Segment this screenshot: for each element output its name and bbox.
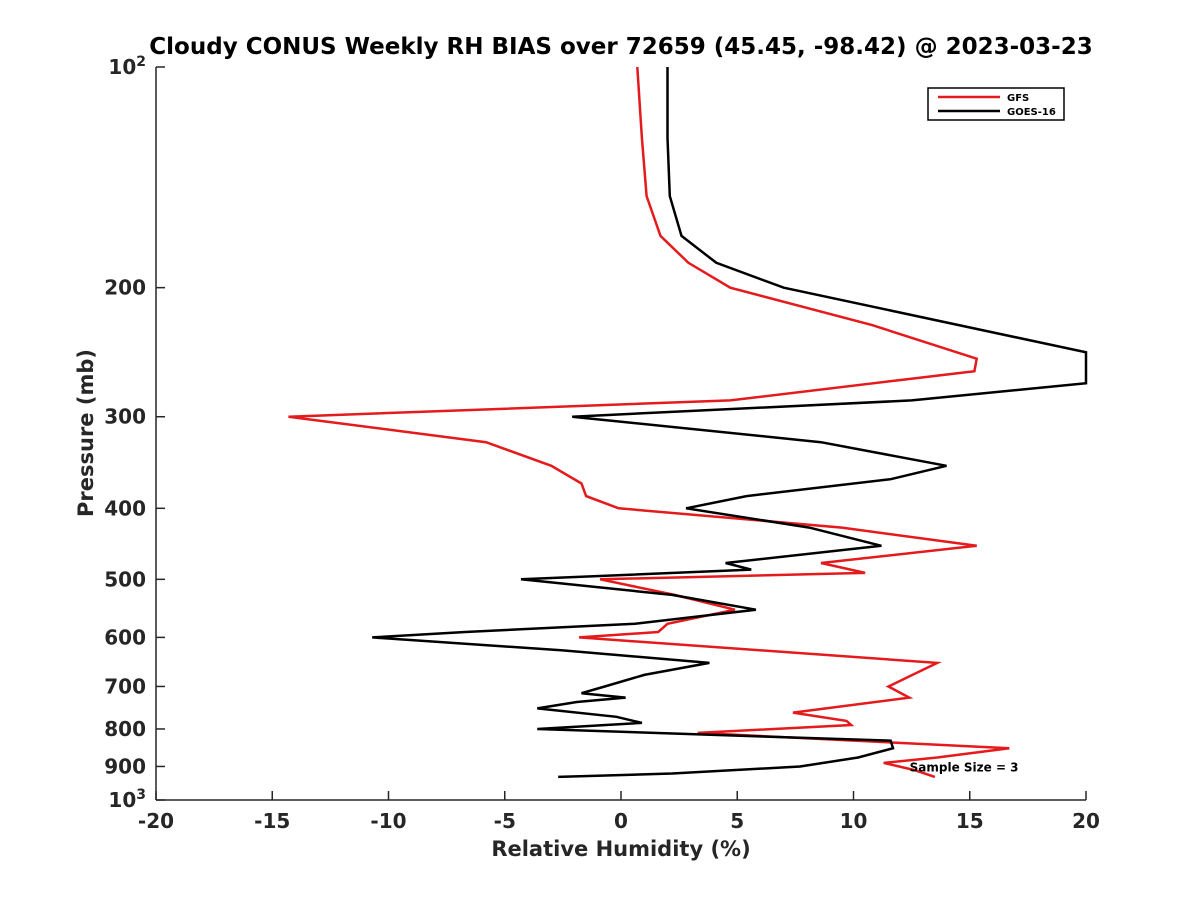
x-tick-label: 15 xyxy=(956,809,984,833)
series-line-goes-16 xyxy=(372,67,1088,779)
legend-label-gfs: GFS xyxy=(1007,93,1029,104)
legend: GFS GOES-16 xyxy=(927,87,1065,121)
y-tick-label: 300 xyxy=(104,405,146,429)
chart-title: Cloudy CONUS Weekly RH BIAS over 72659 (… xyxy=(149,34,1092,60)
x-tick-label: -15 xyxy=(254,809,290,833)
y-tick-label: 400 xyxy=(104,496,146,520)
x-tick-label: 20 xyxy=(1072,809,1100,833)
x-tick-label: 10 xyxy=(840,809,868,833)
x-tick-label: 5 xyxy=(730,809,744,833)
x-ticks: -20 -15 -10 -5 0 5 10 15 20 xyxy=(138,791,1100,833)
series-layer xyxy=(288,66,1088,779)
legend-label-goes-16: GOES-16 xyxy=(1007,107,1056,118)
y-tick-label: 103 xyxy=(108,787,146,812)
sample-size-annotation: Sample Size = 3 xyxy=(910,760,1019,774)
y-tick-label: 600 xyxy=(104,625,146,649)
y-tick-label: 500 xyxy=(104,567,146,591)
x-tick-label: -10 xyxy=(370,809,406,833)
plot-area xyxy=(156,67,1086,800)
series-line-gfs xyxy=(288,66,1010,779)
y-axis-title: Pressure (mb) xyxy=(74,349,98,517)
y-tick-label: 700 xyxy=(104,674,146,698)
y-tick-label: 900 xyxy=(104,754,146,778)
x-tick-label: -5 xyxy=(494,809,516,833)
y-tick-label: 102 xyxy=(108,54,146,79)
y-tick-label: 800 xyxy=(104,717,146,741)
y-ticks: 102 200 300 400 500 600 700 800 900 103 xyxy=(104,54,165,812)
x-tick-label: 0 xyxy=(614,809,628,833)
x-tick-label: -20 xyxy=(138,809,174,833)
x-axis-title: Relative Humidity (%) xyxy=(491,837,750,861)
legend-box xyxy=(927,87,1065,121)
y-tick-label: 200 xyxy=(104,276,146,300)
